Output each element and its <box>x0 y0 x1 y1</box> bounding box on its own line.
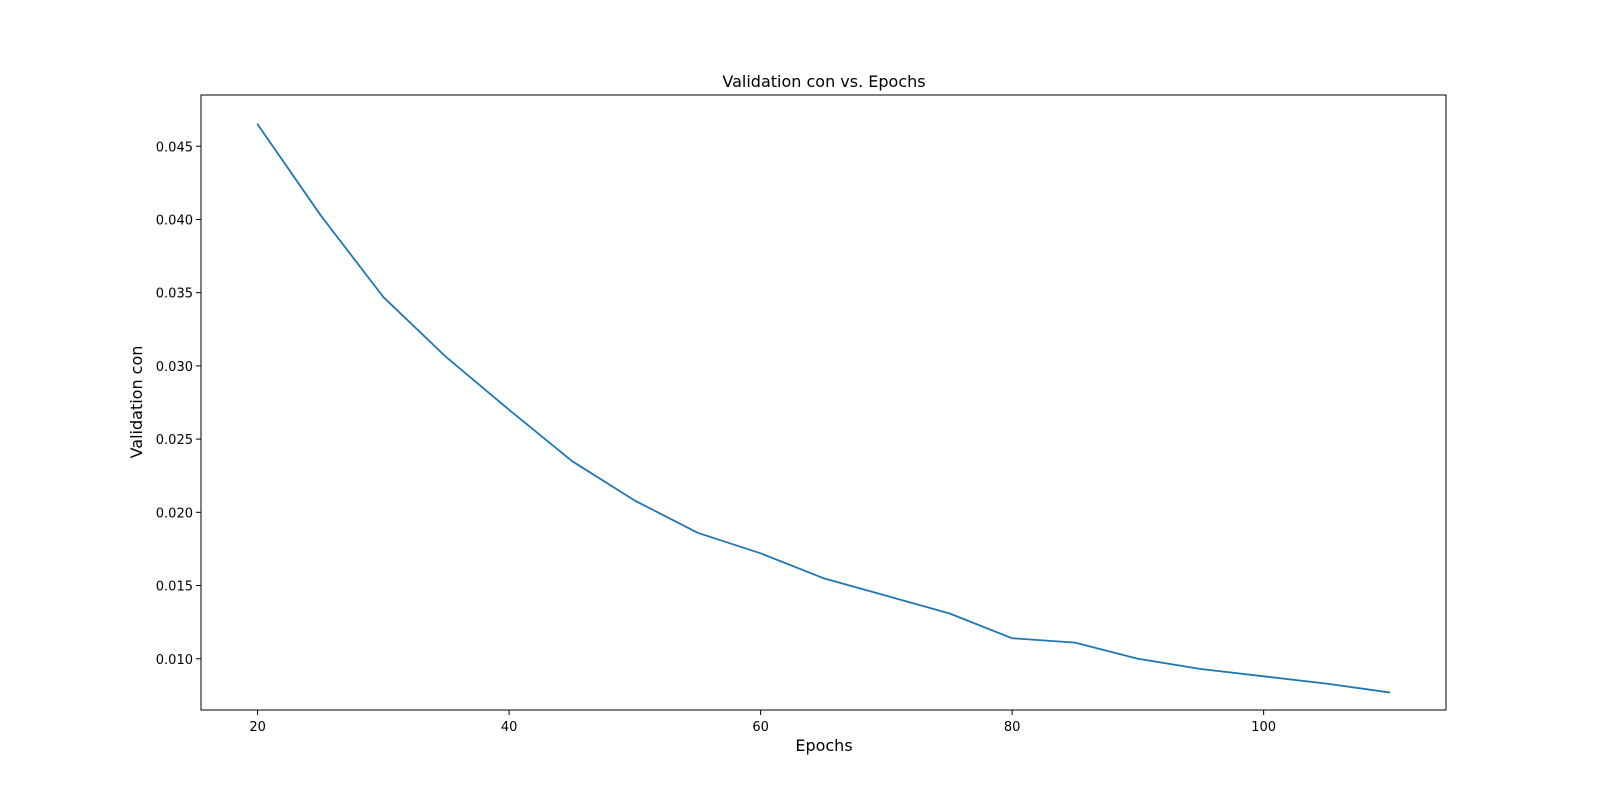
x-axis-label: Epochs <box>795 736 852 755</box>
y-axis-label: Validation con <box>127 346 146 459</box>
x-tick-label: 100 <box>1251 720 1276 735</box>
x-axis-ticks: 20 40 60 80 100 <box>249 710 1276 735</box>
x-tick-label: 60 <box>752 720 769 735</box>
y-tick-label: 0.020 <box>156 506 193 521</box>
x-tick-label: 40 <box>501 720 518 735</box>
y-tick-label: 0.025 <box>156 433 193 448</box>
series-layer <box>256 123 1391 694</box>
y-tick-label: 0.030 <box>156 360 193 375</box>
x-tick-label: 20 <box>249 720 266 735</box>
x-tick-label: 80 <box>1004 720 1021 735</box>
series-line <box>256 123 1391 694</box>
y-tick-label: 0.015 <box>156 580 193 595</box>
y-tick-label: 0.035 <box>156 287 193 302</box>
y-tick-label: 0.040 <box>156 213 193 228</box>
chart-title: Validation con vs. Epochs <box>722 72 925 91</box>
y-tick-label: 0.045 <box>156 140 193 155</box>
y-axis-ticks: 0.010 0.015 0.020 0.025 0.030 0.035 0.040 0.045 <box>156 140 201 668</box>
y-tick-label: 0.010 <box>156 653 193 668</box>
plot-area-frame <box>200 94 1447 711</box>
